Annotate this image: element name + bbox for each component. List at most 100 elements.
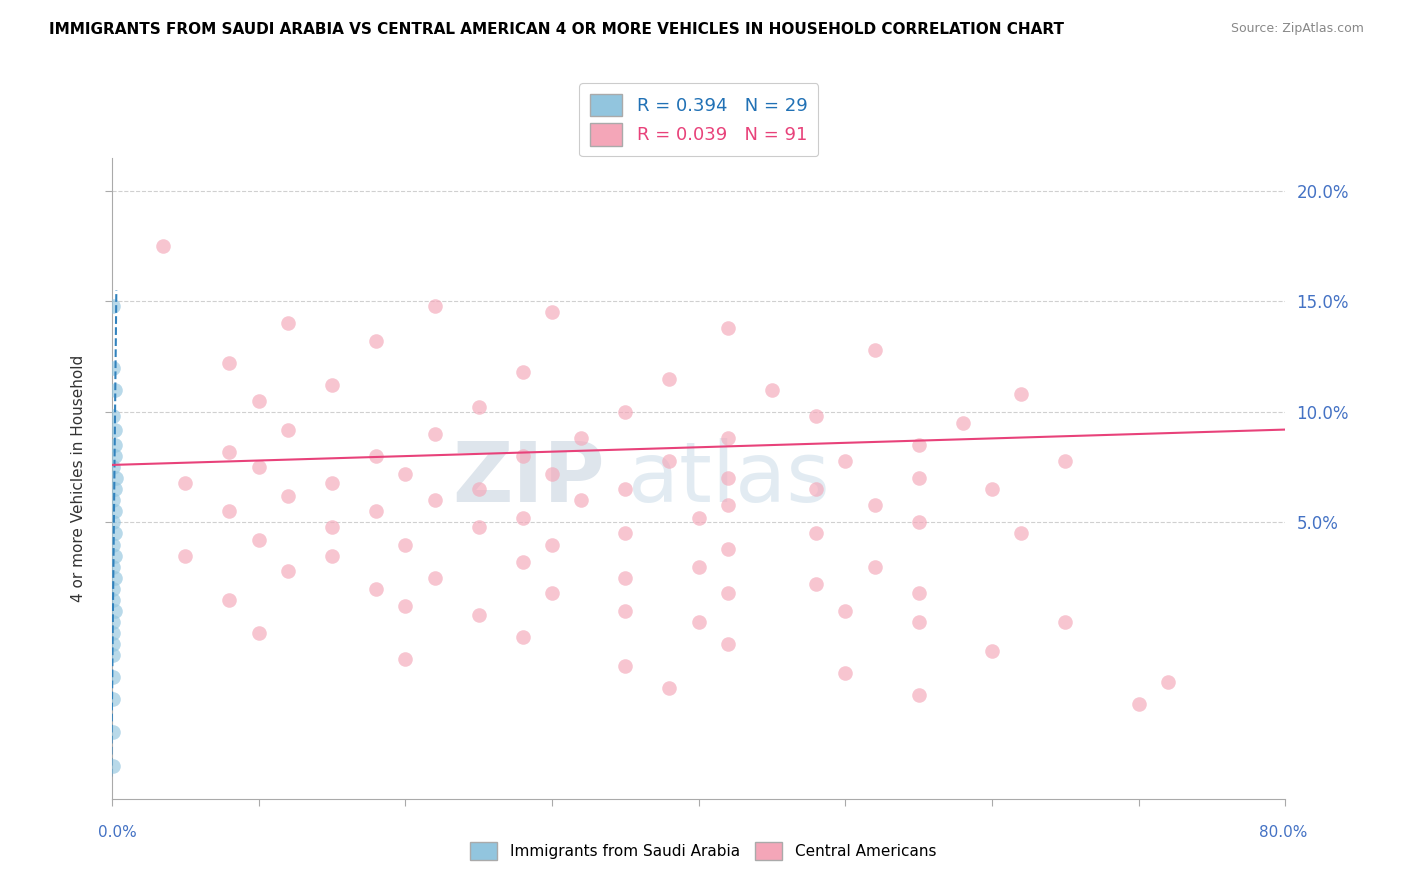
Point [512, 631, 534, 645]
Point [423, 299, 446, 313]
Point [952, 416, 974, 430]
Point [103, 758, 125, 772]
Point [541, 537, 564, 551]
Point [364, 449, 387, 463]
Point [321, 549, 343, 563]
Point [614, 571, 637, 585]
Point [907, 586, 929, 600]
Point [907, 516, 929, 530]
Point [321, 475, 343, 490]
Text: Source: ZipAtlas.com: Source: ZipAtlas.com [1230, 22, 1364, 36]
Point [277, 564, 299, 578]
Point [103, 637, 125, 651]
Point [614, 604, 637, 618]
Point [104, 549, 127, 563]
Point [907, 615, 929, 629]
Point [467, 520, 489, 534]
Point [103, 360, 125, 375]
Point [804, 577, 827, 591]
Point [614, 659, 637, 673]
Point [174, 549, 197, 563]
Legend: Immigrants from Saudi Arabia, Central Americans: Immigrants from Saudi Arabia, Central Am… [464, 836, 942, 866]
Point [658, 681, 681, 696]
Point [104, 449, 127, 463]
Point [614, 526, 637, 541]
Point [247, 626, 270, 640]
Point [863, 498, 886, 512]
Point [614, 482, 637, 496]
Point [834, 453, 856, 467]
Point [467, 401, 489, 415]
Point [688, 559, 710, 574]
Point [218, 356, 240, 370]
Point [717, 471, 740, 485]
Point [614, 405, 637, 419]
Point [218, 444, 240, 458]
Point [717, 498, 740, 512]
Point [218, 592, 240, 607]
Point [804, 526, 827, 541]
Point [980, 482, 1002, 496]
Point [467, 608, 489, 623]
Point [717, 586, 740, 600]
Point [104, 504, 127, 518]
Point [104, 604, 127, 618]
Point [423, 571, 446, 585]
Point [804, 482, 827, 496]
Point [277, 489, 299, 503]
Point [104, 383, 127, 397]
Point [717, 321, 740, 335]
Point [103, 460, 125, 475]
Point [103, 582, 125, 596]
Point [321, 378, 343, 392]
Point [103, 409, 125, 424]
Point [218, 504, 240, 518]
Point [394, 537, 416, 551]
Point [467, 482, 489, 496]
Point [512, 511, 534, 525]
Point [103, 615, 125, 629]
Point [103, 648, 125, 662]
Point [834, 665, 856, 680]
Point [569, 493, 592, 508]
Point [103, 516, 125, 530]
Point [104, 482, 127, 496]
Point [717, 541, 740, 556]
Point [512, 555, 534, 569]
Point [103, 493, 125, 508]
Text: atlas: atlas [628, 438, 830, 519]
Point [103, 626, 125, 640]
Point [364, 504, 387, 518]
Point [277, 317, 299, 331]
Point [103, 559, 125, 574]
Point [364, 582, 387, 596]
Point [834, 604, 856, 618]
Point [247, 533, 270, 547]
Point [423, 427, 446, 442]
Point [907, 688, 929, 702]
Point [512, 365, 534, 379]
Point [804, 409, 827, 424]
Point [907, 471, 929, 485]
Point [569, 431, 592, 445]
Point [863, 343, 886, 357]
Point [277, 423, 299, 437]
Point [658, 372, 681, 386]
Point [512, 449, 534, 463]
Point [247, 460, 270, 475]
Point [541, 305, 564, 319]
Point [1054, 615, 1077, 629]
Text: ZIP: ZIP [453, 438, 605, 519]
Point [717, 431, 740, 445]
Point [1010, 387, 1032, 401]
Point [103, 725, 125, 739]
Point [247, 393, 270, 408]
Point [104, 571, 127, 585]
Point [1054, 453, 1077, 467]
Point [541, 467, 564, 481]
Point [152, 239, 174, 253]
Point [658, 453, 681, 467]
Point [907, 438, 929, 452]
Point [423, 493, 446, 508]
Point [541, 586, 564, 600]
